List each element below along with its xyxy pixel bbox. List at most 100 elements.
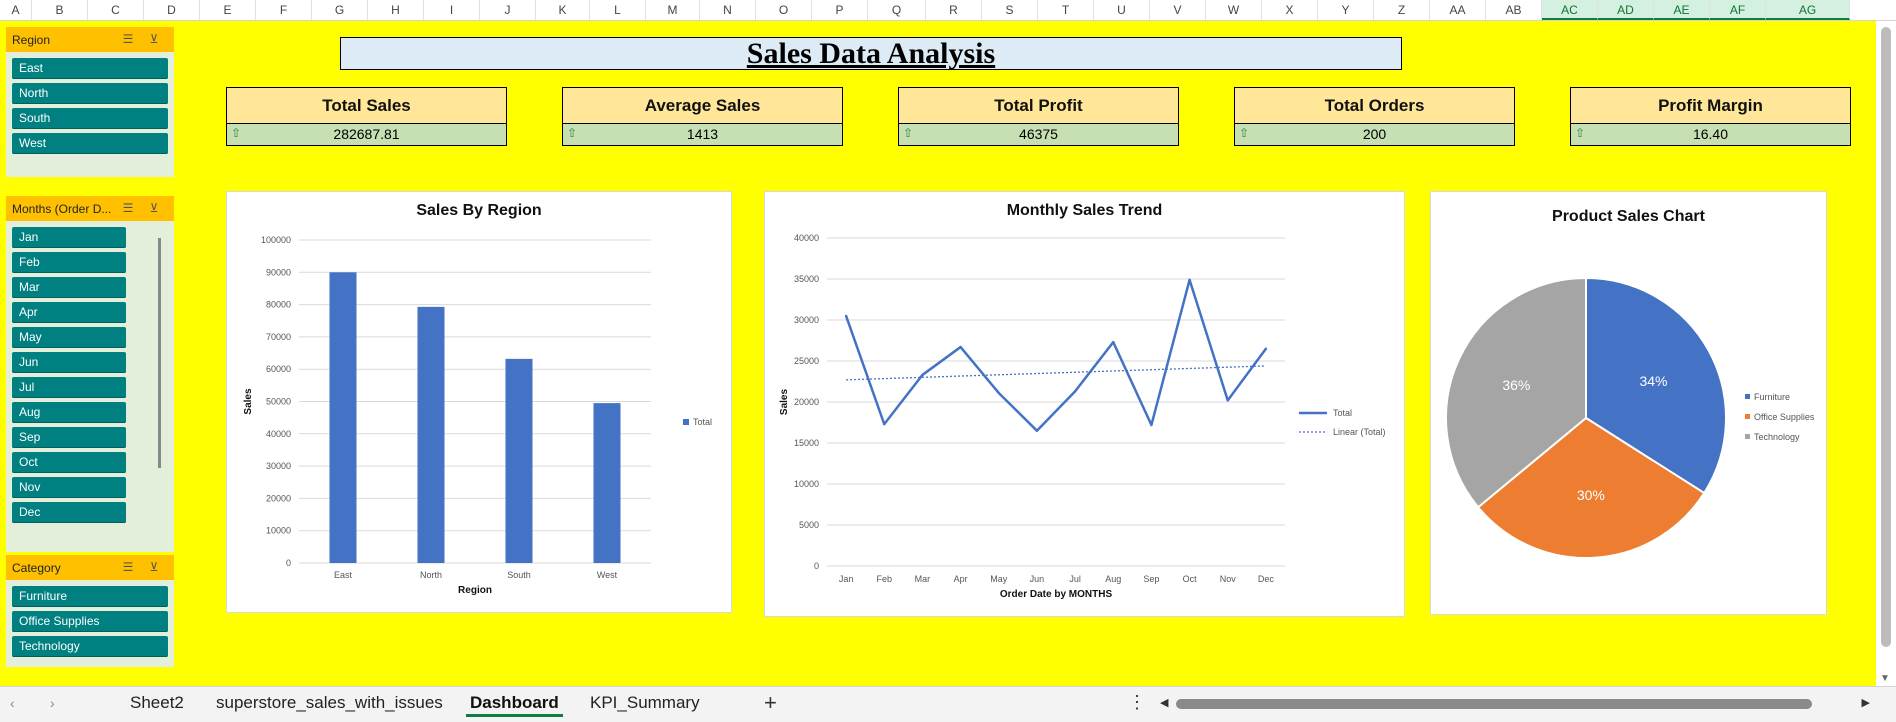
bar-west[interactable]	[593, 403, 621, 563]
column-header-x[interactable]: X	[1262, 0, 1318, 20]
slicer-item-aug[interactable]: Aug	[12, 402, 126, 423]
scrollbar-thumb[interactable]	[1176, 699, 1812, 709]
column-header-i[interactable]: I	[424, 0, 480, 20]
column-header-ae[interactable]: AE	[1654, 0, 1710, 20]
slicer-item-dec[interactable]: Dec	[12, 502, 126, 523]
data-point-jan[interactable]	[844, 314, 848, 318]
scroll-right-icon[interactable]: ▶	[1861, 697, 1870, 709]
slicer-item-sep[interactable]: Sep	[12, 427, 126, 448]
column-header-b[interactable]: B	[32, 0, 88, 20]
slicer-scrollbar[interactable]	[158, 238, 161, 468]
column-header-s[interactable]: S	[982, 0, 1038, 20]
column-header-z[interactable]: Z	[1374, 0, 1430, 20]
bar-south[interactable]	[505, 358, 533, 563]
dashboard-sheet[interactable]: Region ☰ ⊻ East North South West Months (Or…	[0, 21, 1876, 686]
column-header-aa[interactable]: AA	[1430, 0, 1486, 20]
slicer-item-north[interactable]: North	[12, 83, 168, 104]
next-sheet-icon[interactable]: ›	[50, 695, 55, 711]
slicer-item-may[interactable]: May	[12, 327, 126, 348]
column-header-n[interactable]: N	[700, 0, 756, 20]
kpi-value[interactable]: ⇧ 16.40	[1570, 123, 1851, 146]
column-header-p[interactable]: P	[812, 0, 868, 20]
column-header-u[interactable]: U	[1094, 0, 1150, 20]
multi-select-icon[interactable]: ☰	[122, 32, 134, 46]
sheet-tab-kpi-summary[interactable]: KPI_Summary	[590, 693, 700, 712]
kpi-value[interactable]: ⇧ 282687.81	[226, 123, 507, 146]
column-header-ab[interactable]: AB	[1486, 0, 1542, 20]
kpi-value[interactable]: ⇧ 1413	[562, 123, 843, 146]
column-header-row[interactable]: A B C D E F G H I J K L M N O P Q R S T U V W X Y Z AA AB AC AD AE AF AG	[0, 0, 1896, 21]
slicer-item-nov[interactable]: Nov	[12, 477, 126, 498]
column-header-j[interactable]: J	[480, 0, 536, 20]
product-sales-chart[interactable]: Product Sales Chart 34% 30% 36% Furniture Of…	[1430, 191, 1827, 615]
pie-slice-office-supplies[interactable]	[1476, 416, 1706, 559]
slicer-item-east[interactable]: East	[12, 58, 168, 79]
data-point-oct[interactable]	[1188, 278, 1191, 282]
slicer-item-jan[interactable]: Jan	[12, 227, 126, 248]
bar-east[interactable]	[329, 272, 357, 563]
data-point-dec[interactable]	[1264, 347, 1268, 350]
slicer-item-office-supplies[interactable]: Office Supplies	[12, 611, 168, 632]
column-header-t[interactable]: T	[1038, 0, 1094, 20]
kpi-value[interactable]: ⇧ 200	[1234, 123, 1515, 146]
vertical-scrollbar[interactable]: ▼	[1876, 21, 1896, 686]
slicer-item-apr[interactable]: Apr	[12, 302, 126, 323]
column-header-q[interactable]: Q	[868, 0, 926, 20]
clear-filter-icon[interactable]: ⊻	[149, 201, 159, 215]
data-point-mar[interactable]	[921, 373, 924, 377]
data-point-may[interactable]	[997, 391, 1000, 395]
data-point-jun[interactable]	[1035, 429, 1039, 432]
more-options-icon[interactable]: ⋮	[1128, 692, 1146, 712]
multi-select-icon[interactable]: ☰	[122, 201, 134, 215]
sales-by-region-chart[interactable]: Sales By Region 0 10000 20000 30000 40000 500…	[226, 191, 732, 613]
slicer-item-jul[interactable]: Jul	[12, 377, 126, 398]
data-point-nov[interactable]	[1226, 399, 1229, 402]
sheet-tab-superstore-sales-with-issues[interactable]: superstore_sales_with_issues	[216, 693, 443, 712]
slicer-item-west[interactable]: West	[12, 133, 168, 154]
bar-north[interactable]	[417, 306, 445, 563]
column-header-g[interactable]: G	[312, 0, 368, 20]
column-header-e[interactable]: E	[200, 0, 256, 20]
column-header-w[interactable]: W	[1206, 0, 1262, 20]
clear-filter-icon[interactable]: ⊻	[149, 32, 159, 46]
add-sheet-icon[interactable]: +	[764, 690, 777, 715]
column-header-c[interactable]: C	[88, 0, 144, 20]
column-header-l[interactable]: L	[590, 0, 646, 20]
column-header-y[interactable]: Y	[1318, 0, 1374, 20]
clear-filter-icon[interactable]: ⊻	[149, 560, 159, 574]
scrollbar-thumb[interactable]	[1881, 27, 1891, 647]
column-header-v[interactable]: V	[1150, 0, 1206, 20]
scroll-left-icon[interactable]: ◀	[1160, 697, 1169, 709]
column-header-ad[interactable]: AD	[1598, 0, 1654, 20]
slicer-item-oct[interactable]: Oct	[12, 452, 126, 473]
column-header-f[interactable]: F	[256, 0, 312, 20]
column-header-m[interactable]: M	[646, 0, 700, 20]
slicer-item-feb[interactable]: Feb	[12, 252, 126, 273]
data-point-sep[interactable]	[1150, 423, 1153, 427]
column-header-a[interactable]: A	[0, 0, 32, 20]
sales-trend-line[interactable]	[844, 278, 1267, 432]
multi-select-icon[interactable]: ☰	[122, 560, 134, 574]
data-point-jul[interactable]	[1073, 390, 1077, 393]
sheet-tab-sheet2[interactable]: Sheet2	[130, 693, 184, 712]
monthly-sales-trend-chart[interactable]: Monthly Sales Trend 0 5000 10000 15000 20000…	[764, 191, 1405, 617]
slicer-item-south[interactable]: South	[12, 108, 168, 129]
slicer-item-technology[interactable]: Technology	[12, 636, 168, 657]
pie-slice-technology[interactable]	[1445, 276, 1587, 509]
slicer-item-mar[interactable]: Mar	[12, 277, 126, 298]
column-header-k[interactable]: K	[536, 0, 590, 20]
column-header-d[interactable]: D	[144, 0, 200, 20]
scroll-down-icon[interactable]: ▼	[1880, 673, 1890, 684]
column-header-r[interactable]: R	[926, 0, 982, 20]
horizontal-scrollbar[interactable]: ◀ ▶	[1160, 697, 1870, 711]
slicer-item-jun[interactable]: Jun	[12, 352, 126, 373]
slicer-item-furniture[interactable]: Furniture	[12, 586, 168, 607]
column-header-ag[interactable]: AG	[1766, 0, 1850, 20]
prev-sheet-icon[interactable]: ‹	[10, 695, 15, 711]
data-point-feb[interactable]	[883, 422, 886, 426]
sheet-tab-dashboard[interactable]: Dashboard	[466, 693, 563, 717]
linear-trendline[interactable]	[846, 365, 1266, 381]
column-header-h[interactable]: H	[368, 0, 424, 20]
data-point-apr[interactable]	[959, 345, 962, 349]
kpi-value[interactable]: ⇧ 46375	[898, 123, 1179, 146]
